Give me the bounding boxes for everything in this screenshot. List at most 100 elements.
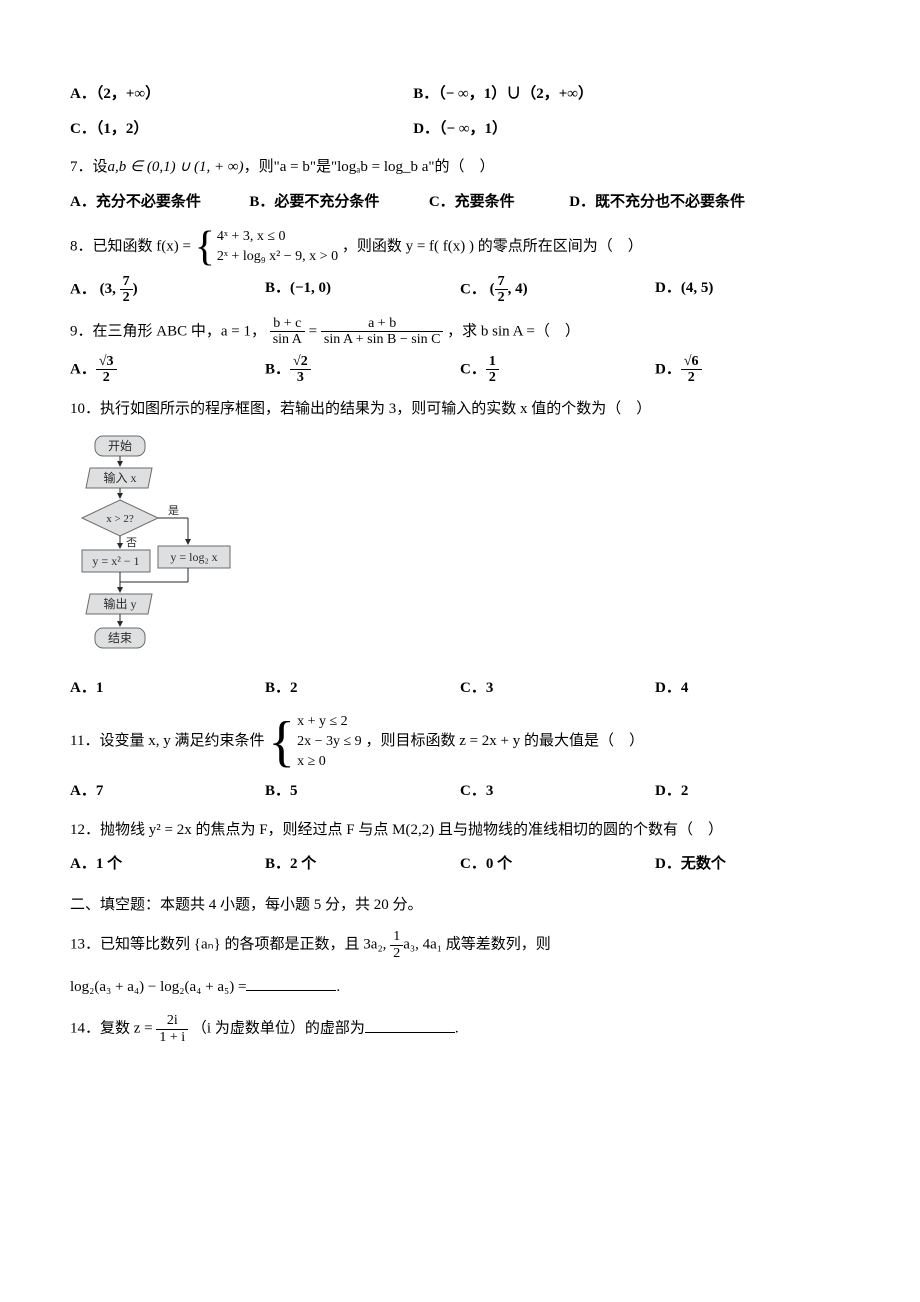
q11-constraints: { x + y ≤ 2 2x − 3y ≤ 9 x ≥ 0 <box>268 712 361 771</box>
q8-a-val: (3, 72) <box>100 281 138 297</box>
q9-d-den: 2 <box>681 370 702 385</box>
q13-half-den: 2 <box>390 946 403 961</box>
q9-frac2: a + bsin A + sin B − sin C <box>321 316 444 348</box>
q7-stem: 7．设a,b ∈ (0,1) ∪ (1, + ∞)，则"a = b"是"logₐ… <box>70 153 850 182</box>
q13-expr-line: log₂(a₃ + a₄) − log₂(a₄ + a₅) =. <box>70 973 850 1002</box>
q8-a-pre: A． <box>70 281 96 297</box>
q9-d-num: √6 <box>681 354 702 370</box>
q9-c-den: 2 <box>486 370 499 385</box>
flow-no-label: 否 <box>126 537 137 549</box>
q11-c1: x + y ≤ 2 <box>297 714 348 729</box>
q11-stem: 11．设变量 x, y 满足约束条件 { x + y ≤ 2 2x − 3y ≤… <box>70 712 850 771</box>
q14: 14．复数 z = 2i1 + i （i 为虚数单位）的虚部为. <box>70 1013 850 1045</box>
q7-options: A．充分不必要条件 B．必要不充分条件 C．充要条件 D．既不充分也不必要条件 <box>70 188 850 217</box>
fill-blank[interactable] <box>365 1017 455 1033</box>
fill-blank[interactable] <box>246 975 336 991</box>
q9-frac2-den: sin A + sin B − sin C <box>321 332 444 347</box>
q11-pre: 11．设变量 x, y 满足约束条件 <box>70 733 268 749</box>
q14-den: 1 + i <box>156 1030 188 1045</box>
q14-post: （i 为虚数单位）的虚部为 <box>192 1021 365 1037</box>
q8-d-pre: D． <box>655 280 681 296</box>
q9-a-num: √3 <box>96 354 117 370</box>
q9-c-num: 1 <box>486 354 499 370</box>
q10-option-d: D．4 <box>655 674 850 703</box>
q6-options-row2: C．（1，2） D．（− ∞，1） <box>70 115 850 144</box>
left-brace-icon: { <box>268 714 295 770</box>
q7-pre: 7．设 <box>70 159 108 175</box>
q7-option-a: A．充分不必要条件 <box>70 188 249 217</box>
q10-option-c: C．3 <box>460 674 655 703</box>
q14-num: 2i <box>156 1013 188 1029</box>
q9-frac1: b + csin A <box>270 316 305 348</box>
q8-b-pre: B． <box>265 280 290 296</box>
q6-options-row1: A．（2，+∞） B．（− ∞，1）∪（2，+∞） <box>70 80 850 109</box>
q7-option-d: D．既不充分也不必要条件 <box>569 188 850 217</box>
q9-c-pre: C． <box>460 361 486 377</box>
q11-post: ，则目标函数 z = 2x + y 的最大值是（ ） <box>365 733 644 749</box>
q11-c3: x ≥ 0 <box>297 754 326 769</box>
flowchart-figure: 开始 输入 x x > 2? 是 y = log₂ x 否 y = x² − 1… <box>70 434 850 664</box>
q6-option-b: B．（− ∞，1）∪（2，+∞） <box>413 80 850 109</box>
q9-option-d: D．√62 <box>655 354 850 386</box>
q8-option-b: B．(−1, 0) <box>265 274 460 306</box>
q11-option-b: B．5 <box>265 777 460 806</box>
q11-option-a: A．7 <box>70 777 265 806</box>
q13-half-num: 1 <box>390 929 403 945</box>
q9-eq: = <box>309 323 321 339</box>
q8-option-c: C． (72, 4) <box>460 274 655 306</box>
q8-d-val: (4, 5) <box>681 280 714 296</box>
q13-expr: log₂(a₃ + a₄) − log₂(a₄ + a₅) = <box>70 979 246 995</box>
q8-post: ，则函数 y = f( f(x) ) 的零点所在区间为（ ） <box>342 238 643 254</box>
section-2-heading: 二、填空题：本题共 4 小题，每小题 5 分，共 20 分。 <box>70 891 850 920</box>
q12-options: A．1 个 B．2 个 C．0 个 D．无数个 <box>70 850 850 879</box>
flow-input-text: 输入 x <box>103 470 136 485</box>
q13: 13．已知等比数列 {aₙ} 的各项都是正数，且 3a₂, 12a₃, 4a₁ … <box>70 929 850 961</box>
q11-constraint-body: x + y ≤ 2 2x − 3y ≤ 9 x ≥ 0 <box>297 712 362 771</box>
flow-branch-no-text: y = x² − 1 <box>92 554 139 568</box>
q9-frac2-num: a + b <box>321 316 444 332</box>
q9-a-den: 2 <box>96 370 117 385</box>
q7-option-c: C．充要条件 <box>429 188 569 217</box>
flowchart-svg: 开始 输入 x x > 2? 是 y = log₂ x 否 y = x² − 1… <box>70 434 270 664</box>
q12-option-b: B．2 个 <box>265 850 460 879</box>
q9-options: A．√32 B．√23 C．12 D．√62 <box>70 354 850 386</box>
q8-option-d: D．(4, 5) <box>655 274 850 306</box>
q6-option-d: D．（− ∞，1） <box>413 115 850 144</box>
q14-frac: 2i1 + i <box>156 1013 188 1045</box>
q6-option-a: A．（2，+∞） <box>70 80 413 109</box>
q10-stem: 10．执行如图所示的程序框图，若输出的结果为 3，则可输入的实数 x 值的个数为… <box>70 395 850 424</box>
q12-option-c: C．0 个 <box>460 850 655 879</box>
q7-mid: ，则"a = b"是"logₐb = log_b a"的（ ） <box>244 159 495 175</box>
q13-pre: 13．已知等比数列 {aₙ} 的各项都是正数，且 3a₂, <box>70 936 390 952</box>
q13-half: 12 <box>390 929 403 961</box>
q7-cond: a,b ∈ (0,1) ∪ (1, + ∞) <box>108 159 244 175</box>
q9-b-num: √2 <box>290 354 311 370</box>
q8-piece-body: 4ˣ + 3, x ≤ 0 2ˣ + log₉ x² − 9, x > 0 <box>217 227 338 266</box>
flow-yes-label: 是 <box>168 504 179 517</box>
q8-options: A． (3, 72) B．(−1, 0) C． (72, 4) D．(4, 5) <box>70 274 850 306</box>
q8-stem: 8．已知函数 f(x) = { 4ˣ + 3, x ≤ 0 2ˣ + log₉ … <box>70 226 850 268</box>
q11-options: A．7 B．5 C．3 D．2 <box>70 777 850 806</box>
q9-frac1-den: sin A <box>270 332 305 347</box>
q9-b-den: 3 <box>290 370 311 385</box>
q12-option-d: D．无数个 <box>655 850 850 879</box>
flow-end-text: 结束 <box>108 631 132 645</box>
flow-start-text: 开始 <box>108 439 132 453</box>
q6-option-c: C．（1，2） <box>70 115 413 144</box>
q7-option-b: B．必要不充分条件 <box>249 188 428 217</box>
flow-decision-text: x > 2? <box>106 513 134 525</box>
q11-c2: 2x − 3y ≤ 9 <box>297 734 362 749</box>
q9-frac1-num: b + c <box>270 316 305 332</box>
q8-piecewise: { 4ˣ + 3, x ≤ 0 2ˣ + log₉ x² − 9, x > 0 <box>195 226 338 268</box>
q12-option-a: A．1 个 <box>70 850 265 879</box>
left-brace-icon: { <box>195 226 215 268</box>
q9-a-pre: A． <box>70 361 96 377</box>
q9-pre: 9．在三角形 ABC 中，a = 1， <box>70 323 266 339</box>
flow-branch-yes-text: y = log₂ x <box>170 550 217 564</box>
q8-piece2: 2ˣ + log₉ x² − 9, x > 0 <box>217 249 338 264</box>
flow-output-text: 输出 y <box>103 596 136 611</box>
q9-option-c: C．12 <box>460 354 655 386</box>
q9-d-pre: D． <box>655 361 681 377</box>
q9-stem: 9．在三角形 ABC 中，a = 1， b + csin A = a + bsi… <box>70 316 850 348</box>
q10-options: A．1 B．2 C．3 D．4 <box>70 674 850 703</box>
